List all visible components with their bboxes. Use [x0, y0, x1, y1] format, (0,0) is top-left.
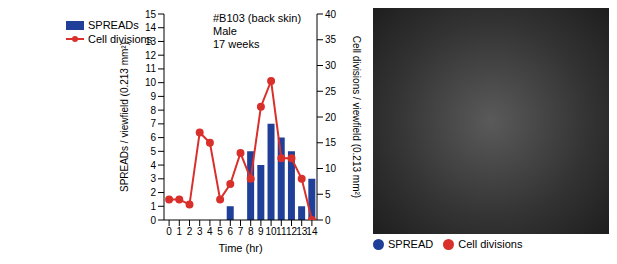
svg-text:14: 14 [306, 226, 318, 237]
svg-text:7: 7 [238, 226, 244, 237]
svg-text:1: 1 [150, 201, 156, 212]
svg-text:Cell divisions / viewfield (0.: Cell divisions / viewfield (0.213 mm²) [351, 36, 362, 198]
svg-text:5: 5 [325, 189, 331, 200]
svg-text:40: 40 [325, 9, 337, 20]
svg-text:4: 4 [150, 160, 156, 171]
svg-text:14: 14 [145, 22, 157, 33]
svg-text:9: 9 [258, 226, 264, 237]
svg-text:12: 12 [145, 50, 157, 61]
svg-text:0: 0 [150, 215, 156, 226]
svg-text:6: 6 [228, 226, 234, 237]
svg-text:10: 10 [145, 77, 157, 88]
svg-text:13: 13 [145, 36, 157, 47]
svg-text:30: 30 [325, 60, 337, 71]
svg-text:25: 25 [325, 86, 337, 97]
svg-text:6: 6 [150, 132, 156, 143]
svg-text:35: 35 [325, 34, 337, 45]
svg-text:0: 0 [166, 226, 172, 237]
svg-text:2: 2 [150, 187, 156, 198]
svg-text:0: 0 [325, 215, 331, 226]
svg-text:3: 3 [150, 173, 156, 184]
svg-text:10: 10 [325, 163, 337, 174]
svg-text:1: 1 [177, 226, 183, 237]
svg-text:20: 20 [325, 112, 337, 123]
svg-text:Time (hr): Time (hr) [218, 242, 262, 254]
svg-text:2: 2 [187, 226, 193, 237]
svg-text:15: 15 [325, 137, 337, 148]
svg-text:3: 3 [197, 226, 203, 237]
svg-text:SPREADs / viewfield (0.213 mm²: SPREADs / viewfield (0.213 mm²) [119, 42, 130, 192]
svg-text:5: 5 [217, 226, 223, 237]
svg-text:8: 8 [150, 105, 156, 116]
svg-text:11: 11 [146, 63, 157, 74]
svg-text:8: 8 [248, 226, 254, 237]
svg-text:7: 7 [150, 118, 156, 129]
svg-text:15: 15 [145, 9, 157, 20]
svg-text:4: 4 [207, 226, 213, 237]
svg-text:9: 9 [150, 91, 156, 102]
svg-text:5: 5 [150, 146, 156, 157]
